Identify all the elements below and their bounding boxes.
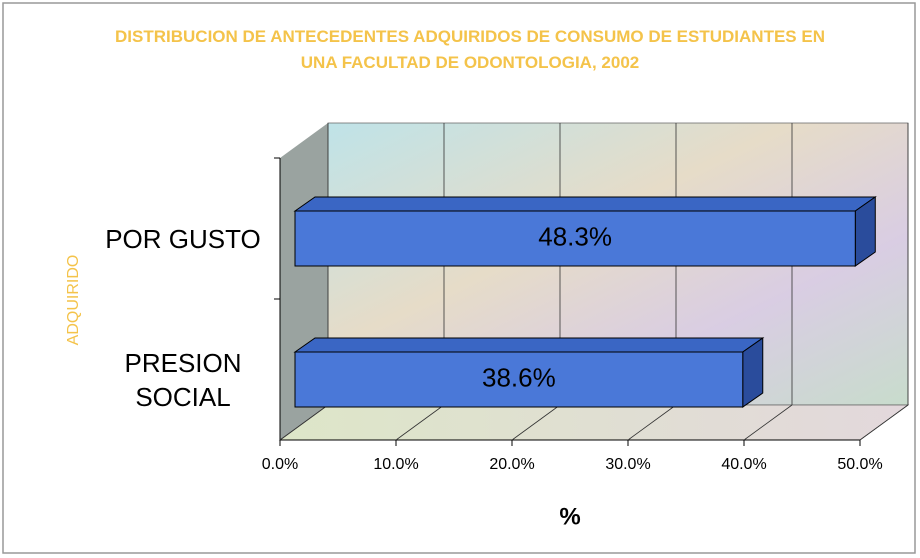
bar [294,210,856,267]
y-tick-label: POR GUSTO [105,223,261,254]
grid-line [627,404,677,441]
x-tick-label: 30.0% [605,456,650,473]
x-tick-label: 40.0% [721,456,766,473]
bar-top [293,196,877,212]
x-tick-label: 0.0% [262,456,298,473]
y-tick-label: PRESION SOCIAL [124,347,242,412]
x-tick-label: 50.0% [837,456,882,473]
grid-line [859,404,909,441]
grid-line [743,404,793,441]
y-axis-label: ADQUIRIDO [65,255,82,346]
data-label: 48.3% [538,221,612,251]
x-axis-label: % [559,503,580,530]
grid-line [279,404,329,441]
grid-line [511,404,561,441]
x-tick-label: 10.0% [373,456,418,473]
grid-line [395,404,445,441]
bar [294,351,744,408]
bar-top [293,337,765,353]
data-label: 38.6% [482,362,556,392]
chart-title: DISTRIBUCION DE ANTECEDENTES ADQUIRIDOS … [115,27,825,72]
x-tick-label: 20.0% [489,456,534,473]
floor [278,404,910,441]
